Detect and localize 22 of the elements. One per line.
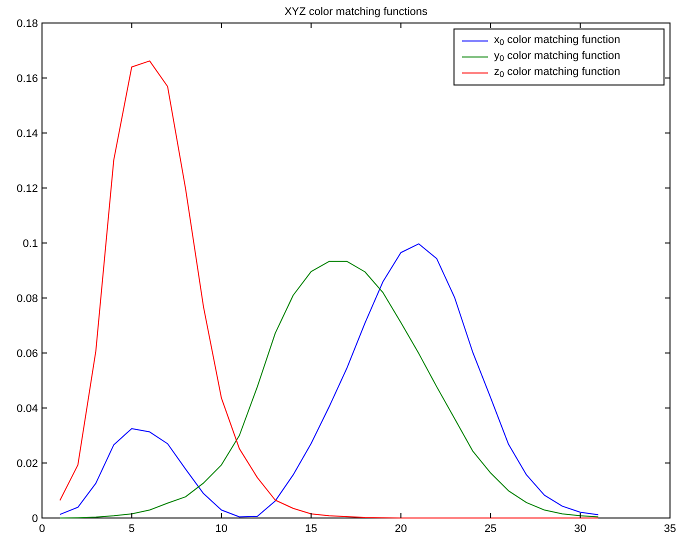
x-tick-label: 35: [664, 523, 676, 535]
legend-label: x$_{0}$ color matching function: [494, 34, 620, 48]
y-tick-label: 0.04: [16, 403, 38, 415]
y-tick-label: 0.06: [16, 348, 38, 360]
x-tick-label: 0: [38, 523, 46, 535]
legend-label: y$_{0}$ color matching function: [494, 50, 620, 64]
legend-label: z$_{0}$ color matching function: [494, 66, 620, 80]
y-tick-label: 0.14: [16, 128, 38, 140]
y-tick-label: 0.16: [16, 73, 38, 85]
x-tick-label: 15: [305, 523, 318, 535]
x-tick-label: 5: [128, 523, 135, 535]
x-tick-label: 10: [215, 523, 228, 535]
y-tick-label: 0.02: [16, 458, 38, 470]
x-tick-label: 30: [574, 523, 586, 535]
y-tick-label: 0.1: [22, 238, 38, 250]
chart-title: XYZ color matching functions: [284, 6, 428, 18]
y-tick-label: 0.08: [16, 293, 38, 305]
x-tick-label: 20: [394, 523, 407, 535]
y-tick-label: 0.12: [16, 183, 38, 195]
x-tick-label: 25: [484, 523, 497, 535]
y-tick-label: 0.18: [16, 18, 38, 30]
y-tick-label: 0: [32, 513, 38, 525]
